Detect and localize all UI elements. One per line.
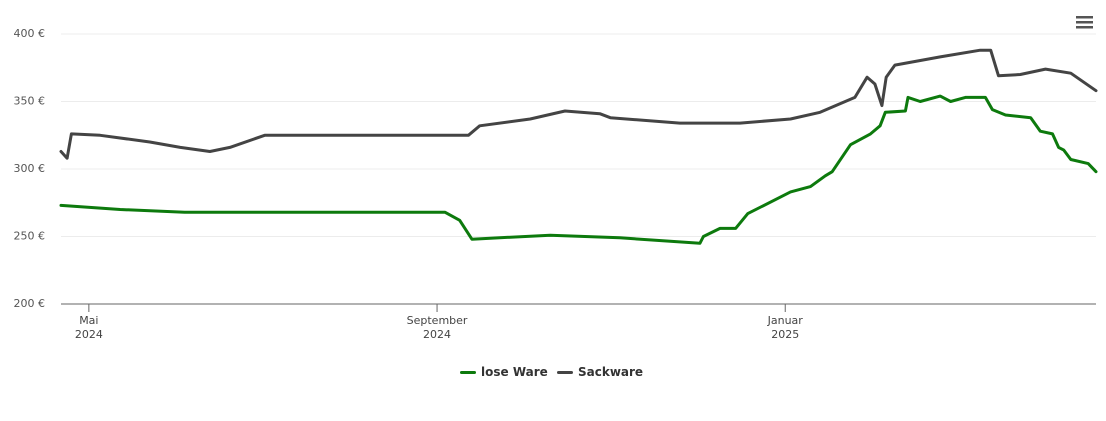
y-tick-label: 250 € <box>14 230 46 243</box>
menu-icon-bar <box>1076 26 1093 29</box>
y-tick-label: 400 € <box>14 27 46 40</box>
menu-button[interactable] <box>1076 16 1093 29</box>
x-tick-label: Mai 2024 <box>74 314 103 341</box>
legend-swatch <box>460 370 476 374</box>
legend-swatch <box>557 370 573 374</box>
y-tick-label: 350 € <box>14 95 46 108</box>
legend-label: lose Ware <box>481 365 548 379</box>
y-tick-label: 200 € <box>14 297 46 310</box>
menu-icon-bar <box>1076 21 1093 24</box>
menu-icon-bar <box>1076 16 1093 19</box>
legend-item[interactable]: Sackware <box>557 365 643 379</box>
y-tick-label: 300 € <box>14 162 46 175</box>
x-tick-label: September 2024 <box>406 314 468 341</box>
series-line <box>59 94 1098 245</box>
series-line <box>59 48 1098 160</box>
legend-label: Sackware <box>578 365 644 379</box>
legend-item[interactable]: lose Ware <box>460 365 548 379</box>
x-tick-label: Januar 2025 <box>767 314 803 341</box>
